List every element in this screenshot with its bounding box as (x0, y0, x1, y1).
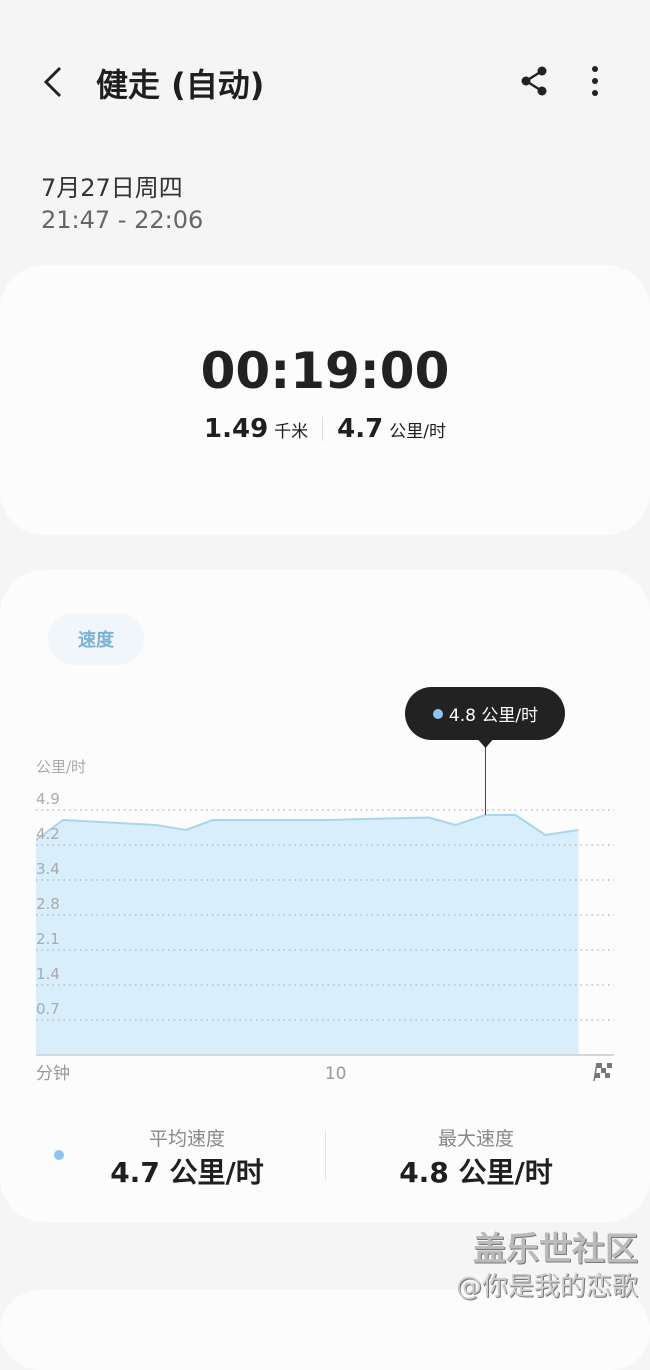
tooltip-arrow (478, 740, 493, 748)
divider (322, 417, 324, 441)
y-tick-label: 4.2 (36, 825, 60, 843)
distance-value: 1.49 (204, 414, 269, 444)
y-tick-label: 1.4 (36, 965, 60, 983)
watermark-user: @你是我的恋歌 (455, 1272, 638, 1302)
share-icon (521, 66, 547, 96)
stat-label: 平均速度 (148, 1128, 225, 1150)
series-dot (432, 708, 443, 719)
chevron-left-icon (43, 66, 62, 98)
tab-speed[interactable]: 速度 (48, 613, 144, 665)
stat-value: 4.8 公里/时 (399, 1156, 553, 1189)
y-tick-label: 2.8 (36, 895, 60, 913)
tooltip-text: 4.8 公里/时 (448, 706, 539, 726)
share-button[interactable] (518, 64, 550, 98)
speed-value: 4.7 (337, 414, 384, 444)
distance-unit: 千米 (274, 422, 309, 442)
y-tick-label: 0.7 (36, 1000, 60, 1018)
y-tick-label: 4.9 (36, 790, 60, 808)
speed-unit: 公里/时 (389, 422, 446, 442)
summary-card (0, 265, 650, 535)
more-vertical-icon (592, 66, 598, 96)
session-time-range: 21:47 - 22:06 (41, 206, 204, 234)
area-fill (36, 815, 579, 1055)
x-tick-label: 10 (325, 1064, 347, 1084)
y-axis-label: 公里/时 (36, 758, 87, 776)
back-button[interactable] (38, 62, 70, 102)
stat-label: 最大速度 (437, 1128, 514, 1150)
checkered-flag-icon (593, 1062, 612, 1082)
stat-value: 4.7 公里/时 (110, 1156, 264, 1189)
legend-dot (54, 1150, 64, 1160)
divider (325, 1130, 326, 1180)
page-title: 健走 (自动) (96, 66, 265, 104)
session-date: 7月27日周四 (41, 174, 183, 202)
more-options-button[interactable] (584, 64, 606, 98)
watermark: 盖乐世社区 (473, 1229, 638, 1268)
x-axis-label: 分钟 (36, 1064, 70, 1084)
series-line (35, 814, 579, 841)
y-tick-label: 2.1 (36, 930, 60, 948)
duration: 00:19:00 (200, 342, 450, 400)
y-tick-label: 3.4 (36, 860, 60, 878)
chart-tooltip: 4.8 公里/时 (405, 687, 566, 740)
stat-average-speed: 平均速度 4.7 公里/时 (57, 1124, 317, 1191)
stat-max-speed: 最大速度 4.8 公里/时 (346, 1124, 606, 1191)
speed-chart: 4.9 4.2 3.4 2.8 2.1 1.4 0.7 分钟 10 (35, 740, 614, 1084)
summary-row: 1.49 千米 4.7 公里/时 (0, 414, 650, 444)
